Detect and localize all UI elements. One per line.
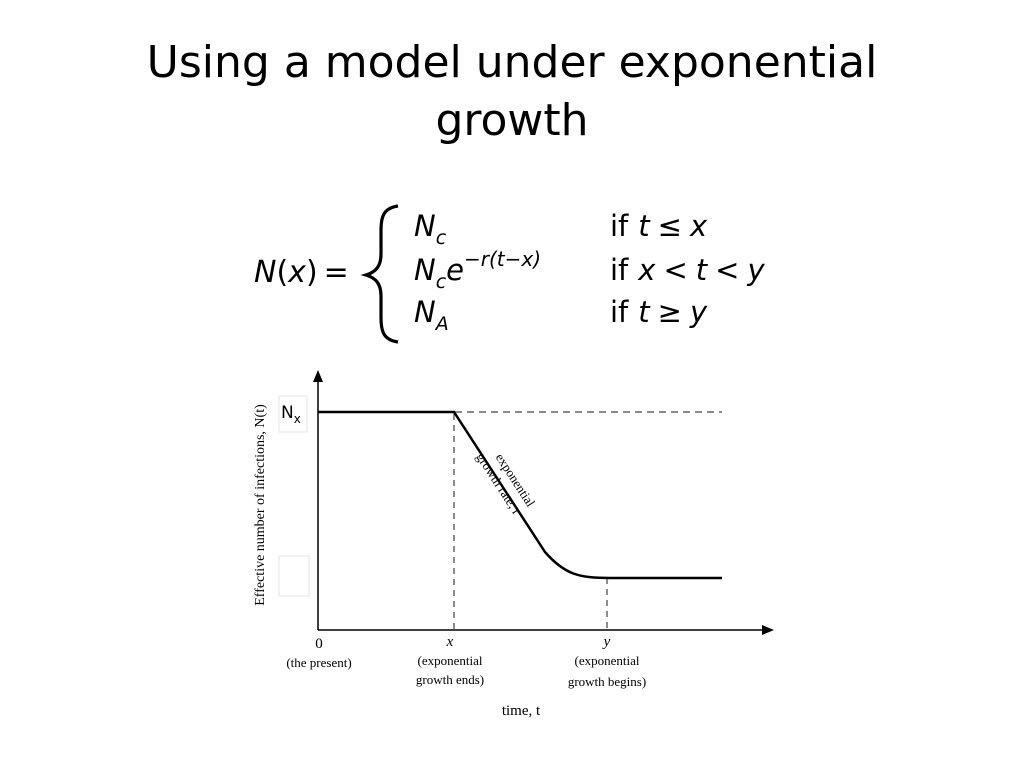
x-axis-arrowhead	[762, 625, 774, 635]
tick-desc-y-line-2: growth begins)	[568, 674, 646, 689]
tick-label-x: x	[446, 634, 454, 650]
nx-label: Nx	[281, 403, 301, 426]
tick-desc-0: (the present)	[286, 655, 351, 670]
tick-label-0: 0	[315, 636, 323, 652]
slide-title-line-2: growth	[435, 95, 589, 146]
formula-case-1-cond: if t ≤ x	[610, 209, 708, 243]
slide-title: Using a model under exponential growth	[60, 34, 964, 150]
formula-case-3-expr: NA	[414, 295, 449, 335]
tick-label-y: y	[602, 634, 611, 650]
slide-title-line-1: Using a model under exponential	[146, 37, 878, 88]
formula-brace	[360, 204, 399, 344]
y-axis-label: Effective number of infections, N(t)	[253, 404, 268, 606]
formula-lhs: N(x) =	[254, 255, 349, 290]
formula-case-3-cond: if t ≥ y	[610, 295, 708, 329]
nt-curve	[318, 410, 722, 580]
blank-label-box	[278, 555, 310, 597]
tick-desc-x-line-2: growth ends)	[416, 672, 484, 687]
x-axis-label: time, t	[502, 703, 541, 719]
nx-label-box	[278, 395, 308, 433]
formula-case-2-expr: Nce−r(t−x)	[414, 247, 541, 293]
curve-annotation: exponential growth rate, r	[473, 450, 538, 518]
growth-diagram: Effective number of infections, N(t) Nx …	[253, 370, 774, 719]
piecewise-formula: N(x) = Nc if t ≤ x Nce−r(t−x) if x < t < y NA if t…	[254, 204, 765, 344]
y-axis-arrowhead	[313, 370, 323, 382]
formula-case-2-cond: if x < t < y	[610, 253, 765, 287]
formula-case-1-expr: Nc	[414, 209, 447, 249]
tick-desc-x-line-1: (exponential	[418, 653, 483, 668]
tick-desc-y-line-1: (exponential	[575, 653, 640, 668]
